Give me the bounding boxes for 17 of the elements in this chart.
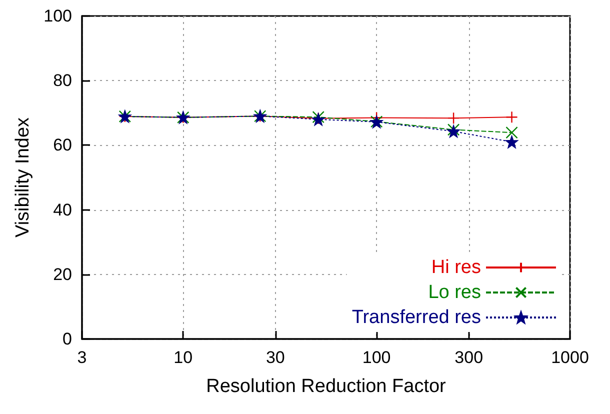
x-tick-label: 30 xyxy=(266,348,285,367)
y-tick-label: 40 xyxy=(53,200,72,220)
legend-label: Hi res xyxy=(431,257,481,278)
y-tick-label: 20 xyxy=(53,264,72,284)
x-tick-label: 10 xyxy=(174,348,193,367)
x-tick-label: 300 xyxy=(454,348,484,367)
y-tick-label: 0 xyxy=(62,330,72,348)
legend-label: Transferred res xyxy=(352,307,481,328)
x-tick-label: 100 xyxy=(362,348,391,367)
y-axis-title: Visibility Index xyxy=(12,116,34,238)
y-tick-label: 80 xyxy=(53,71,72,90)
x-tick-label: 3 xyxy=(77,348,87,367)
x-axis-title: Resolution Reduction Factor xyxy=(206,376,447,397)
legend-label: Lo res xyxy=(428,282,481,303)
x-tick-label: 1000 xyxy=(551,348,589,367)
y-tick-label: 100 xyxy=(44,6,72,26)
y-tick-label: 60 xyxy=(53,136,72,155)
